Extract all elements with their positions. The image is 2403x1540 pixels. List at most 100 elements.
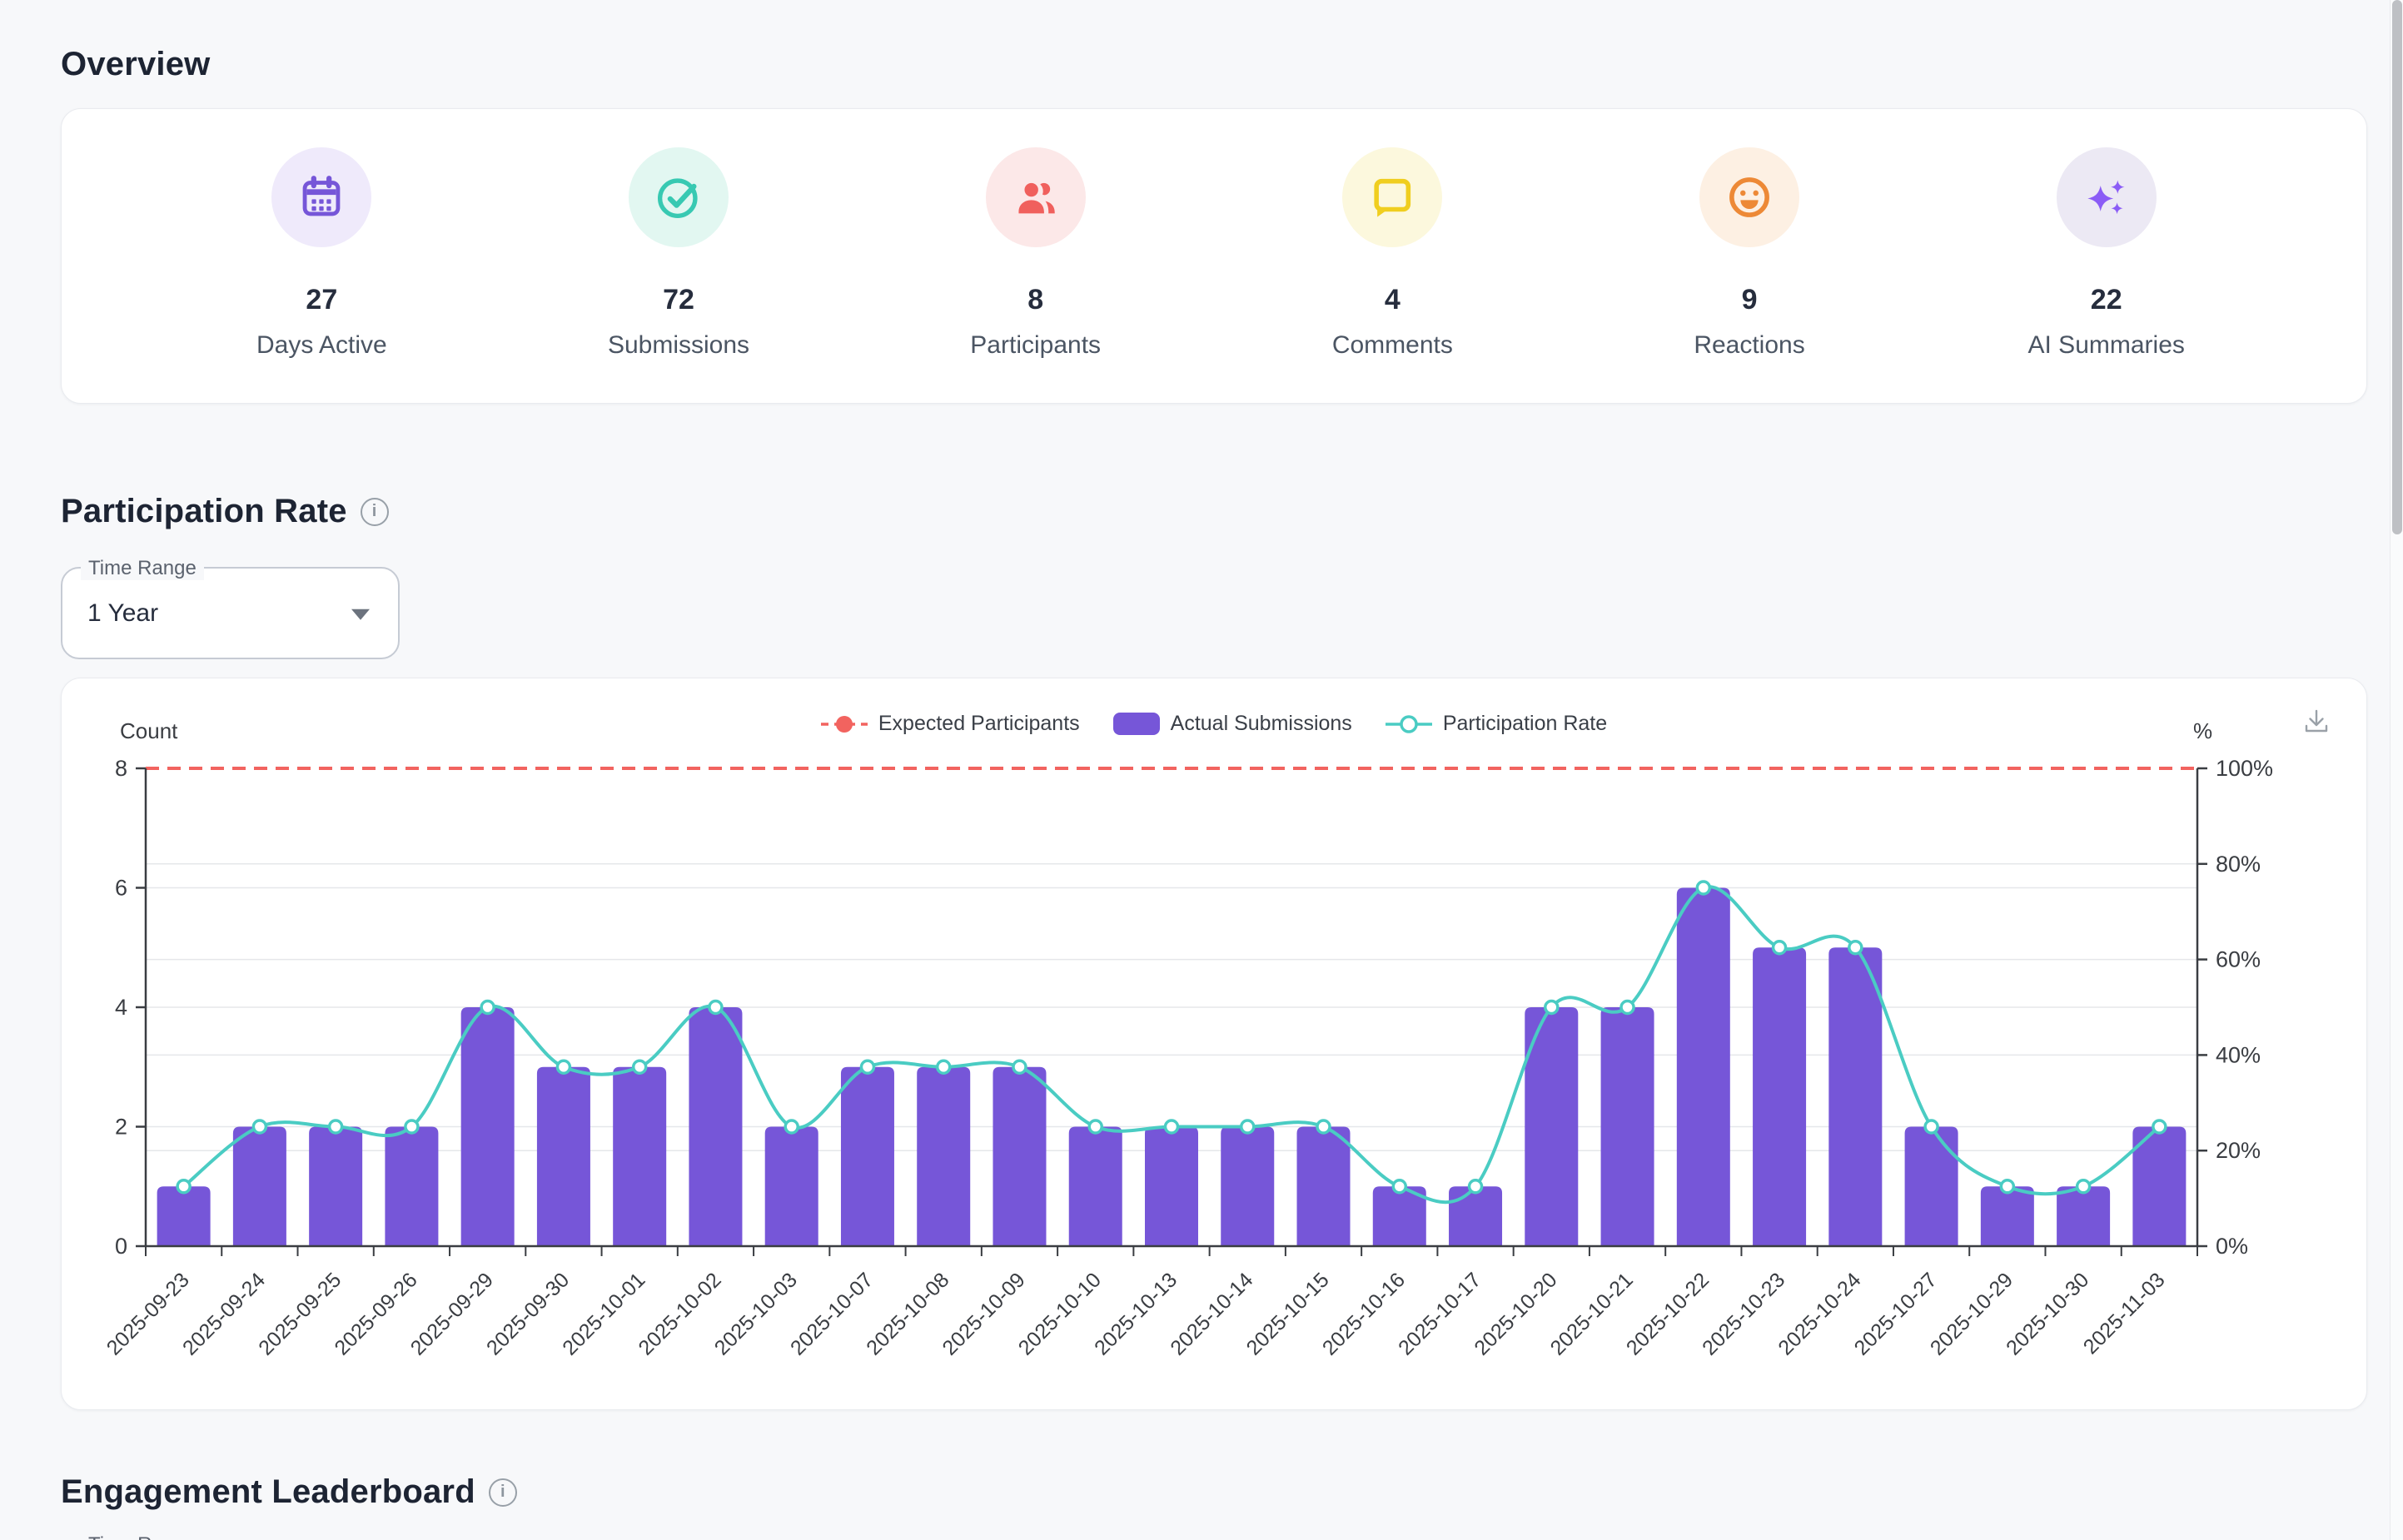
legend-participation-rate[interactable]: Participation Rate — [1385, 712, 1607, 736]
rate-marker — [1619, 999, 1635, 1016]
time-range-select[interactable]: Time Range 1 Year — [61, 557, 400, 659]
overview-card: 27 Days Active 72 Submissions — [61, 108, 2367, 404]
bar — [917, 1066, 971, 1246]
legend-label: Expected Participants — [878, 712, 1080, 735]
stat-reactions: 9 Reactions — [1571, 147, 1928, 360]
svg-text:60%: 60% — [2216, 947, 2261, 972]
scrollbar-thumb[interactable] — [2392, 0, 2402, 534]
stat-label: Days Active — [256, 331, 387, 359]
rate-marker — [1316, 1119, 1331, 1135]
select-value: 1 Year — [87, 599, 159, 627]
bar — [1145, 1126, 1198, 1246]
bar — [1296, 1126, 1351, 1246]
bar — [385, 1126, 439, 1246]
select-label: Time Range — [81, 1533, 204, 1540]
bar — [460, 1007, 515, 1246]
participation-rate-line — [182, 885, 2161, 1205]
overview-title: Overview — [61, 46, 211, 82]
svg-text:8: 8 — [115, 756, 127, 781]
legend-label: Actual Submissions — [1170, 712, 1352, 735]
stat-label: Submissions — [607, 331, 750, 359]
bar — [1449, 1186, 1503, 1246]
svg-text:0: 0 — [115, 1234, 127, 1259]
calendar-icon — [271, 147, 372, 247]
rate-marker — [935, 1059, 952, 1075]
svg-text:6: 6 — [115, 876, 127, 901]
chart-canvas[interactable]: 024680%20%40%60%80%100%2025-09-232025-09… — [62, 678, 2366, 1409]
bar — [1676, 887, 1730, 1246]
download-icon[interactable] — [2298, 705, 2335, 742]
rate-marker — [2152, 1119, 2167, 1135]
stat-comments: 4 Comments — [1214, 147, 1571, 360]
dashed-line-dot-marker — [820, 715, 868, 733]
bar — [536, 1066, 590, 1246]
chart-gridlines — [146, 863, 2197, 1151]
stat-value: 72 — [663, 284, 694, 315]
stat-value: 22 — [2090, 284, 2122, 315]
participation-chart-card: Count % Expected Participants Actual Sub… — [61, 678, 2367, 1410]
rate-marker — [251, 1119, 268, 1135]
rate-marker — [176, 1179, 192, 1195]
page-scrollbar[interactable] — [2390, 0, 2403, 1540]
line-circle-marker — [1385, 714, 1432, 733]
stat-label: Participants — [970, 331, 1102, 359]
rate-marker — [327, 1119, 344, 1135]
legend-actual-submissions[interactable]: Actual Submissions — [1112, 712, 1352, 736]
rate-marker — [1771, 940, 1788, 956]
participation-rate-heading: Participation Rate i — [61, 493, 389, 530]
stat-value: 9 — [1741, 284, 1758, 315]
engagement-leaderboard-heading: Engagement Leaderboard i — [61, 1473, 517, 1511]
bar — [1372, 1186, 1426, 1246]
bar — [157, 1186, 211, 1246]
participation-rate-markers[interactable] — [176, 880, 2167, 1195]
stat-label: Comments — [1331, 331, 1453, 359]
rate-marker — [2075, 1179, 2092, 1195]
bar — [232, 1126, 286, 1246]
bar — [2057, 1186, 2111, 1246]
bar — [1068, 1126, 1122, 1246]
engagement-leaderboard-title: Engagement Leaderboard — [61, 1473, 475, 1510]
stat-value: 27 — [306, 284, 338, 315]
bar — [1904, 1126, 1958, 1246]
chat-bubble-icon — [1342, 147, 1443, 247]
bar — [993, 1066, 1047, 1246]
info-icon[interactable]: i — [360, 497, 389, 526]
legend-expected-participants[interactable]: Expected Participants — [820, 712, 1080, 736]
left-axis-title: Count — [120, 718, 178, 743]
rate-marker — [1695, 880, 1712, 896]
rate-marker — [1391, 1179, 1408, 1195]
bar — [1221, 1126, 1275, 1246]
stat-value: 8 — [1027, 284, 1044, 315]
stat-participants: 8 Participants — [857, 147, 1214, 360]
bar — [1980, 1186, 2034, 1246]
rate-marker — [1240, 1119, 1256, 1135]
rate-marker — [784, 1119, 799, 1135]
smiley-icon — [1699, 147, 1800, 247]
chart-legend: Expected Participants Actual Submissions… — [62, 712, 2366, 736]
bar — [1525, 1007, 1579, 1246]
rate-marker — [555, 1059, 572, 1075]
info-icon[interactable]: i — [488, 1478, 517, 1507]
rate-marker — [1012, 1059, 1027, 1075]
rate-marker — [1848, 940, 1863, 956]
stat-value: 4 — [1384, 284, 1401, 315]
rate-marker — [1999, 1179, 2016, 1195]
svg-text:20%: 20% — [2216, 1138, 2261, 1163]
rate-marker — [859, 1059, 876, 1075]
sparkles-icon — [2056, 147, 2157, 247]
bar — [689, 1007, 743, 1246]
participation-rate-title: Participation Rate — [61, 493, 347, 529]
bar — [309, 1126, 363, 1246]
stats-row: 27 Days Active 72 Submissions — [62, 109, 2366, 360]
bar — [613, 1066, 667, 1246]
rate-marker — [404, 1119, 420, 1135]
rate-marker — [1544, 999, 1560, 1016]
rate-marker — [631, 1059, 648, 1075]
rate-marker — [1923, 1119, 1939, 1135]
bars-actual-submissions[interactable] — [157, 887, 2187, 1247]
stat-submissions: 72 Submissions — [500, 147, 858, 360]
select-label: Time Range — [81, 557, 204, 580]
svg-text:0%: 0% — [2216, 1234, 2248, 1259]
